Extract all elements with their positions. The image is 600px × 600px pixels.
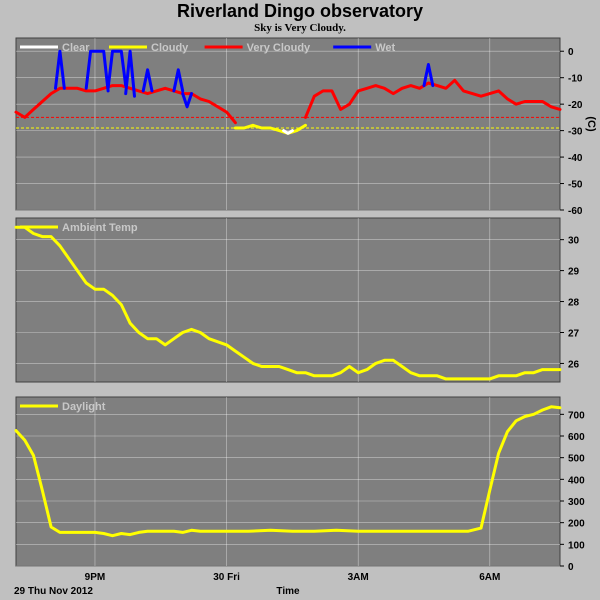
series-line-wet [141,68,154,93]
plot-area [15,217,561,383]
legend-label: Wet [375,42,395,54]
x-tick-label: 6AM [479,572,500,583]
page-subtitle: Sky is Very Cloudy. [254,22,346,34]
y-tick-label: -10 [568,74,583,85]
y-tick-label: 400 [568,475,585,486]
y-tick-label: -50 [568,180,583,191]
series-line-cloudy [233,123,307,135]
y-tick-label: -60 [568,206,583,217]
x-tick-label: 3AM [348,572,369,583]
series-line-wet [172,68,185,93]
y-tick-label: 27 [568,328,580,339]
y-tick-label: 28 [568,298,580,309]
series-line-wet [422,63,435,88]
y-tick-label: 29 [568,267,580,278]
legend-label: Clear [62,42,90,54]
chart-panel-2: Ambient Temp 26 27 28 29 30 [14,217,580,383]
y-tick-label: 700 [568,410,585,421]
chart-panel-3: Daylight 0 100 200 300 400 500 600 700 [14,396,585,573]
series-line-wet [54,49,66,90]
y-tick-label: -40 [568,153,583,164]
y-tick-label: 100 [568,540,585,551]
y-tick-label: 30 [568,236,580,247]
plot-area [15,396,561,567]
legend-label: Ambient Temp [62,222,138,234]
x-tick-label: 9PM [85,572,106,583]
legend-label: Daylight [62,401,106,413]
x-axis-label: Time [276,586,300,597]
plot-area [15,37,561,211]
series-line-wet [181,92,193,109]
x-tick-label: 30 Fri [213,572,240,583]
y-tick-label: -20 [568,100,583,111]
series-line-clear [282,129,294,135]
y-tick-label: 0 [568,562,574,573]
legend-label: Very Cloudy [247,42,311,54]
y-tick-label: 500 [568,454,585,465]
y-axis-label: (C) [585,116,597,132]
x-axis-date-label: 29 Thu Nov 2012 [14,586,93,597]
y-tick-label: 0 [568,47,574,58]
series-line-ambient-temp [14,225,562,381]
y-tick-label: 26 [568,359,580,370]
series-line-wet [84,49,110,93]
page-title: Riverland Dingo observatory [176,1,424,21]
series-line-daylight [14,405,562,538]
legend-label: Cloudy [151,42,189,54]
y-tick-label: 600 [568,432,585,443]
series-line-wet [124,49,136,98]
y-tick-label: 300 [568,497,585,508]
chart-panel-1: Clear Cloudy Very Cloudy Wet 0 -10 -20 -30 -40 -5… [14,37,597,217]
y-tick-label: -30 [568,127,583,138]
y-tick-label: 200 [568,519,585,530]
series-line-wet [106,49,128,90]
